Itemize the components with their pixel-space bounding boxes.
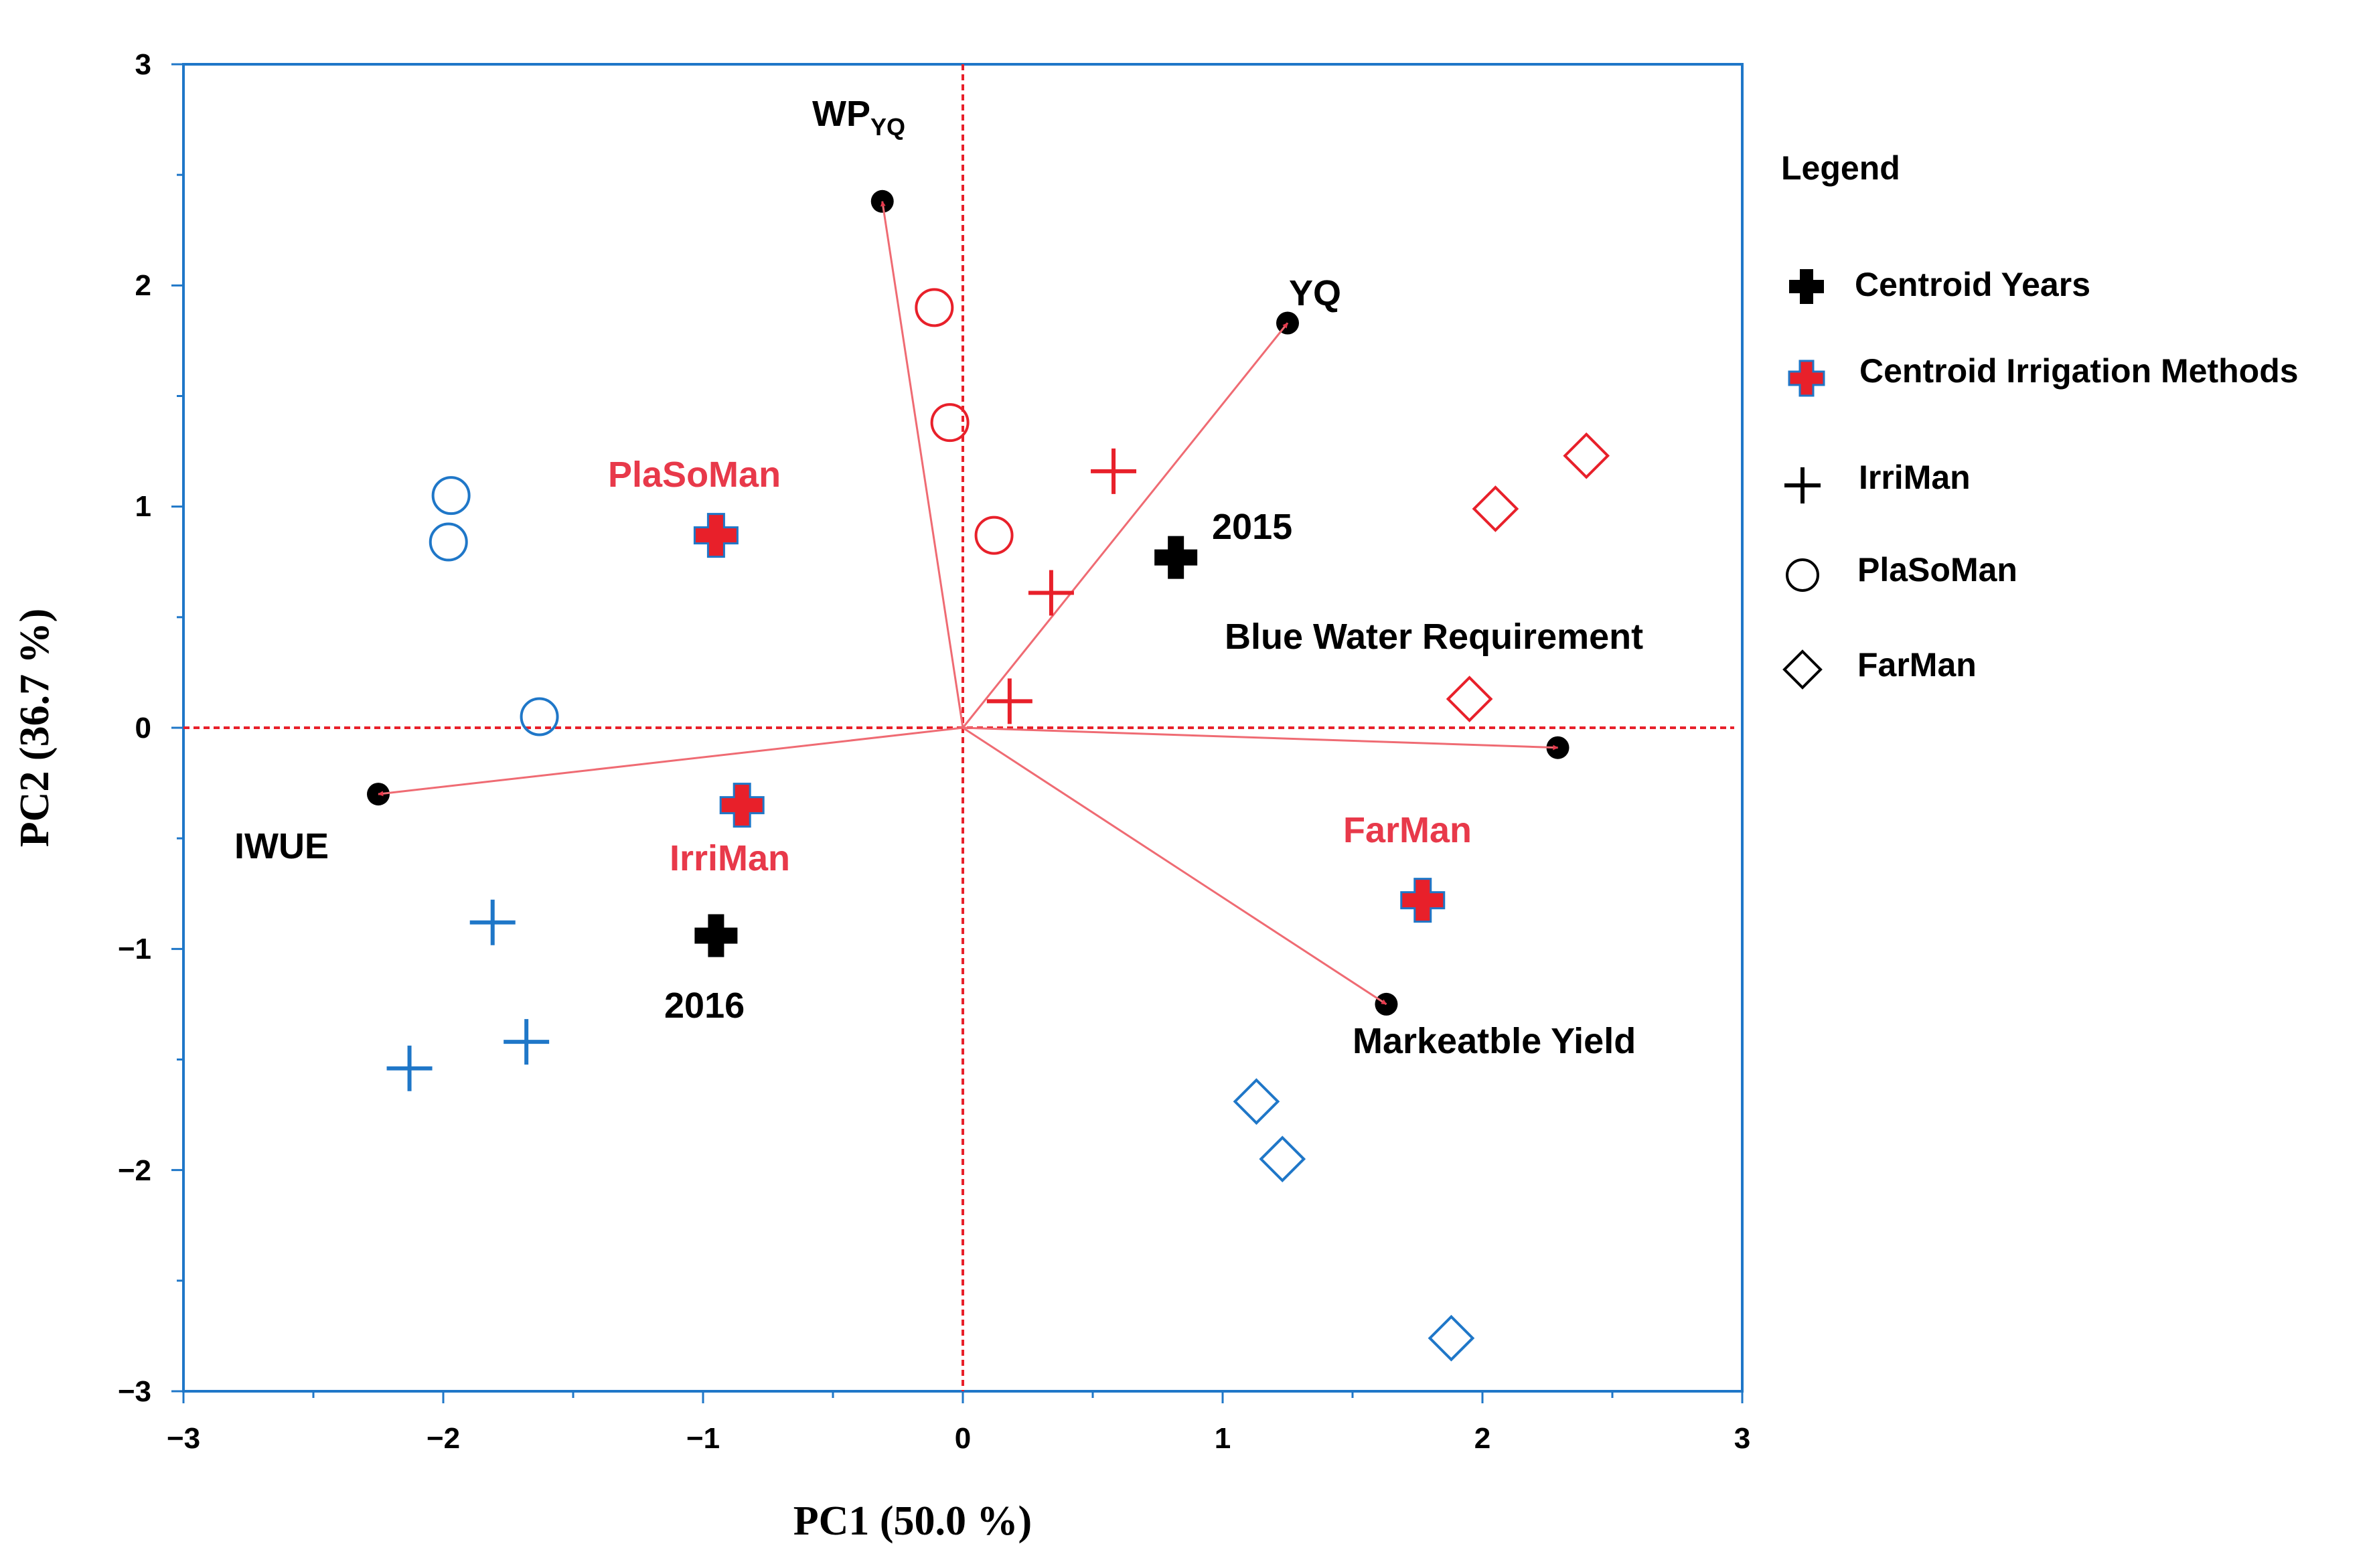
centroid-method-irriman (719, 783, 765, 828)
observation-irriman-2016 (386, 1045, 433, 1091)
loading-arrow-yq (962, 322, 1289, 728)
legend-circle-icon (1786, 558, 1819, 592)
loading-label-wpyq: WPYQ (812, 94, 905, 141)
loading-arrow-iwue (378, 726, 964, 797)
centroid-markers (693, 513, 1446, 957)
y-tick-label: 2 (135, 269, 151, 302)
observation-irriman-2015 (1091, 448, 1137, 494)
legend-item-centroid-years: Centroid Years (1789, 266, 2090, 304)
centroid-method-plasoman (693, 513, 739, 558)
x-tick-label: 3 (1734, 1422, 1750, 1455)
legend-bold-plus-black-icon (1789, 269, 1824, 304)
centroid-label-2015: 2015 (1212, 507, 1292, 547)
observation-farman-2016 (1259, 1135, 1306, 1182)
legend-item-farman: FarMan (1782, 646, 1977, 690)
legend-item-plasoman: PlaSoMan (1786, 551, 2017, 592)
legend-diamond-icon (1782, 649, 1823, 690)
observation-farman-2016 (1233, 1078, 1280, 1125)
y-tick-label: 0 (135, 712, 151, 744)
loading-label-yq: YQ (1289, 273, 1341, 313)
observation-plasoman-2016 (520, 697, 559, 736)
y-tick-label: −1 (118, 933, 151, 965)
y-tick-label: −3 (118, 1375, 151, 1408)
y-tick-label: 1 (135, 490, 151, 523)
legend-label: Centroid Years (1855, 266, 2090, 303)
centroid-label-plasoman: PlaSoMan (608, 455, 781, 495)
centroid-label-irriman: IrriMan (670, 838, 790, 878)
observation-markers (386, 288, 1610, 1362)
centroid-year-2015 (1154, 536, 1198, 579)
axis-ticks (171, 63, 1744, 1403)
observation-plasoman-2015 (974, 516, 1014, 555)
centroid-method-labels: PlaSoMan IrriMan FarMan (608, 455, 1472, 878)
loading-label-wpyq-sub: YQ (870, 113, 905, 141)
legend-plus-icon (1784, 467, 1821, 503)
observation-farman-2015 (1472, 485, 1519, 532)
y-axis-title: PC2 (36.7 %) (12, 609, 58, 847)
observation-irriman-2015 (1028, 570, 1074, 616)
centroid-label-farman: FarMan (1343, 810, 1472, 850)
legend: Legend Centroid Years Centroid Irrigatio… (1781, 149, 2299, 690)
observation-farman-2016 (1428, 1314, 1475, 1362)
legend-label: PlaSoMan (1857, 551, 2017, 589)
loading-arrows (367, 189, 1569, 1016)
legend-item-irriman: IrriMan (1784, 459, 1971, 503)
x-tick-label: 0 (955, 1422, 971, 1455)
x-tick-labels: −3 −2 −1 0 1 2 3 (167, 1422, 1750, 1455)
y-tick-label: −2 (118, 1154, 151, 1187)
legend-label: IrriMan (1859, 459, 1971, 496)
centroid-year-2016 (694, 914, 738, 957)
observation-plasoman-2015 (930, 403, 970, 443)
centroid-year-labels: 2015 2016 (664, 507, 1292, 1026)
legend-label: Centroid Irrigation Methods (1859, 352, 2299, 390)
observation-irriman-2016 (469, 899, 516, 945)
loading-label-marketable-yield: Markeatble Yield (1353, 1021, 1636, 1061)
x-tick-label: 1 (1215, 1422, 1231, 1455)
observation-plasoman-2015 (915, 288, 954, 327)
centroid-label-2016: 2016 (664, 986, 745, 1026)
loading-label-wpyq-main: WP (812, 94, 870, 134)
legend-bold-plus-red-icon (1788, 360, 1825, 397)
observation-farman-2015 (1446, 676, 1493, 722)
observation-farman-2015 (1563, 432, 1610, 479)
x-tick-label: −2 (427, 1422, 460, 1455)
x-tick-label: −3 (167, 1422, 200, 1455)
centroid-method-farman (1400, 878, 1446, 923)
y-tick-labels: −3 −2 −1 0 1 2 3 (118, 48, 151, 1408)
x-tick-label: 2 (1474, 1422, 1490, 1455)
loading-arrow-markeatble-yield (962, 726, 1387, 1006)
observation-irriman-2015 (986, 678, 1032, 724)
observation-plasoman-2016 (431, 476, 471, 516)
x-tick-label: −1 (686, 1422, 720, 1455)
observation-irriman-2016 (504, 1019, 550, 1065)
loading-labels: WPYQ YQ Blue Water Requirement Markeatbl… (234, 94, 1643, 1061)
legend-item-centroid-methods: Centroid Irrigation Methods (1788, 352, 2299, 397)
x-axis-title: PC1 (50.0 %) (793, 1498, 1032, 1544)
y-tick-label: 3 (135, 48, 151, 81)
loading-arrow-wpyq (880, 201, 964, 728)
loading-label-blue-water: Blue Water Requirement (1225, 617, 1643, 657)
legend-title: Legend (1781, 149, 1900, 187)
loading-label-iwue: IWUE (234, 826, 329, 866)
loading-arrow-blue-water-requirement (962, 726, 1559, 751)
legend-label: FarMan (1857, 646, 1977, 684)
observation-plasoman-2016 (429, 522, 468, 562)
